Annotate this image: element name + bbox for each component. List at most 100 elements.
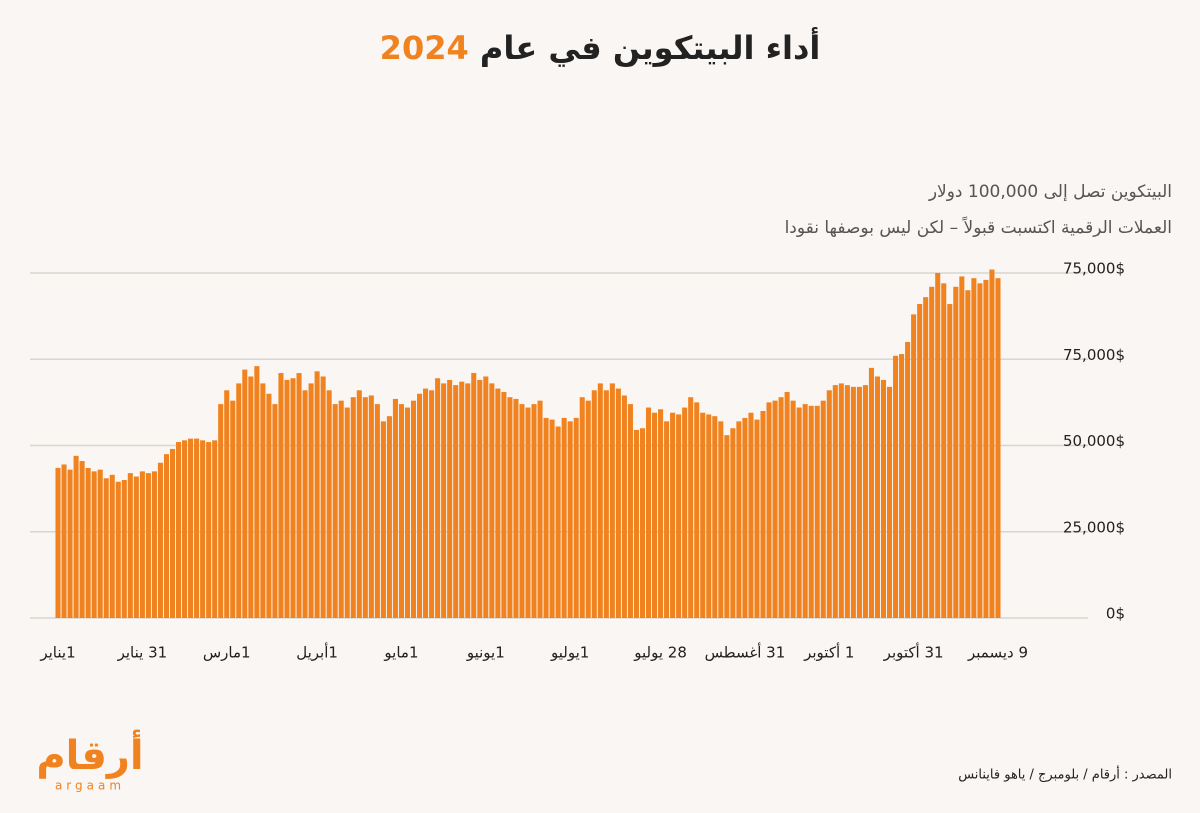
bar: [242, 369, 248, 618]
bar: [410, 400, 417, 618]
logo-latin: argaam: [55, 779, 125, 793]
bar: [724, 435, 730, 618]
bar: [706, 414, 712, 618]
bar: [139, 471, 145, 618]
bar: [543, 417, 549, 618]
bar: [477, 379, 483, 618]
bar: [471, 373, 477, 618]
bar: [567, 421, 573, 618]
bar: [296, 373, 302, 618]
bar: [995, 278, 1001, 618]
bar: [314, 371, 320, 618]
bar: [597, 383, 603, 618]
bar: [838, 383, 844, 618]
bar: [248, 376, 254, 618]
bar: [893, 355, 899, 618]
bar: [465, 383, 471, 618]
bar: [700, 412, 706, 618]
x-tick-label: 1يونيو: [466, 644, 505, 662]
bar: [760, 411, 766, 618]
bar: [109, 474, 115, 618]
bar: [712, 416, 718, 618]
y-tick-label: 0$: [1106, 605, 1125, 623]
bar: [609, 383, 615, 618]
bar: [531, 404, 537, 618]
bar: [820, 400, 826, 618]
x-tick-label: 1يوليو: [550, 644, 589, 662]
bar: [188, 438, 194, 618]
bar: [73, 455, 79, 618]
bar: [194, 438, 200, 618]
bar: [886, 386, 893, 618]
bar: [441, 383, 447, 618]
bar: [959, 276, 965, 618]
bar: [507, 397, 513, 618]
x-tick-label: 31 أغسطس: [705, 643, 786, 662]
bar: [947, 304, 953, 618]
y-tick-label: 50,000$: [1063, 432, 1125, 450]
bar: [501, 392, 507, 618]
bar: [573, 417, 579, 618]
bar: [272, 404, 278, 618]
bar: [133, 476, 139, 618]
bar: [338, 400, 344, 618]
bar: [977, 283, 983, 618]
bar: [905, 342, 911, 618]
bar: [929, 286, 935, 618]
bar: [200, 440, 206, 618]
bar: [392, 398, 398, 618]
bar: [826, 390, 832, 618]
bar: [380, 421, 386, 618]
bar: [362, 397, 368, 618]
bar: [182, 440, 188, 618]
bar: [561, 417, 567, 618]
x-tick-label: 31 يناير: [117, 644, 168, 662]
bar: [489, 383, 495, 618]
bar: [495, 388, 501, 618]
bar: [621, 395, 627, 618]
bar: [808, 405, 814, 618]
bar: [404, 407, 411, 618]
bar: [206, 442, 212, 618]
bar: [844, 385, 850, 618]
bar: [175, 442, 182, 618]
bar: [615, 388, 621, 618]
y-tick-label: 25,000$: [1063, 518, 1125, 536]
y-tick-label: 75,000$: [1063, 346, 1125, 364]
bar: [435, 378, 441, 618]
bar: [115, 481, 121, 618]
title-year: 2024: [380, 29, 469, 67]
x-tick-label: 28 يوليو: [633, 644, 687, 662]
bar: [880, 379, 887, 618]
bar: [260, 383, 266, 618]
bar: [320, 376, 326, 618]
bar: [537, 400, 543, 618]
bar: [868, 367, 874, 618]
bar: [163, 454, 170, 618]
bar: [778, 397, 784, 618]
bar: [796, 407, 802, 618]
bar: [802, 404, 808, 618]
bar: [212, 440, 218, 618]
bar: [832, 385, 838, 618]
bar: [917, 304, 923, 618]
bar: [850, 386, 856, 618]
chart-title: أداء البيتكوين في عام 2024: [380, 27, 821, 67]
bar: [356, 390, 362, 618]
x-tick-label: 9 ديسمبر: [967, 644, 1028, 662]
bar: [326, 390, 332, 618]
bar: [151, 471, 157, 618]
bar: [784, 392, 790, 618]
bar: [290, 378, 296, 618]
bar: [911, 314, 917, 618]
bar: [766, 402, 772, 618]
bar: [157, 462, 163, 618]
bar: [284, 379, 290, 618]
bar: [591, 390, 597, 618]
bar: [676, 414, 682, 618]
source: المصدر : أرقام / بلومبرج / ياهو فاينانس: [958, 766, 1172, 783]
bar: [79, 461, 85, 618]
bar: [278, 373, 284, 618]
bar: [145, 473, 151, 618]
